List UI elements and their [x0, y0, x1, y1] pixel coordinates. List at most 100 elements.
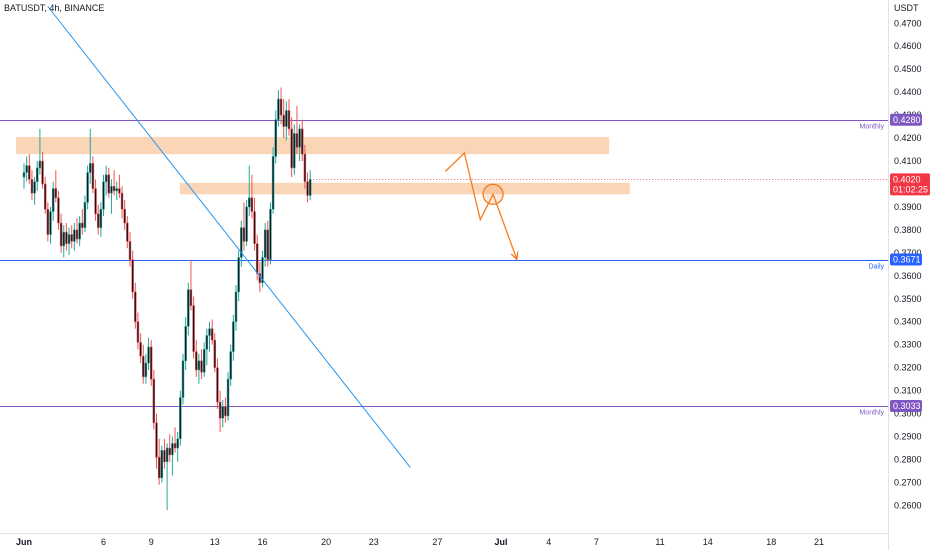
candle: [144, 353, 148, 384]
price-tick-label: 0.2900: [894, 432, 922, 442]
candle: [59, 213, 63, 253]
candle-body: [224, 406, 227, 417]
price-axis[interactable]: 0.47000.46000.45000.44000.43000.42000.41…: [894, 18, 922, 510]
candle-body: [171, 443, 174, 456]
candle: [287, 99, 291, 136]
candle-body: [142, 355, 145, 378]
level-price-tag-2: [890, 253, 922, 266]
candle-body: [205, 335, 209, 350]
candle-body: [184, 326, 187, 362]
candle: [295, 105, 299, 155]
resistance-zone-2[interactable]: [179, 182, 630, 195]
candle: [210, 319, 214, 345]
candle: [216, 358, 219, 409]
candle-body: [89, 163, 92, 173]
candle-body: [306, 181, 309, 196]
candle-body: [118, 188, 121, 194]
candle-body: [25, 165, 28, 173]
time-tick-label: 9: [149, 537, 154, 547]
candle: [163, 438, 166, 469]
candle: [78, 216, 81, 246]
level-label-1: Monthly: [859, 124, 884, 131]
candle-body: [266, 229, 270, 261]
candlesticks: [22, 87, 312, 511]
candle: [110, 179, 113, 214]
candle-body: [229, 351, 232, 380]
level-price-tag-1: [890, 113, 922, 126]
candle: [306, 172, 309, 203]
candle-body: [28, 165, 31, 180]
candle: [30, 170, 34, 201]
candle: [75, 218, 79, 244]
descending-trendline[interactable]: [47, 6, 411, 468]
candle-body: [112, 185, 116, 192]
candle-body: [226, 378, 230, 417]
candle-body: [285, 110, 288, 127]
candle-body: [155, 422, 158, 458]
candle-body: [75, 229, 79, 240]
candle-body: [147, 346, 150, 364]
time-tick-label: 21: [814, 537, 824, 547]
candle: [258, 262, 262, 292]
candle: [38, 128, 42, 175]
candle-body: [263, 229, 267, 258]
candle: [195, 340, 198, 377]
candle: [221, 399, 224, 428]
candle: [91, 156, 95, 194]
candle-body: [59, 222, 63, 247]
candle-body: [282, 114, 285, 127]
candle: [128, 232, 132, 267]
symbol-title[interactable]: BATUSDT, 4h, BINANCE: [4, 3, 105, 13]
candle: [28, 154, 31, 184]
candle-body: [181, 360, 185, 398]
price-tick-label: 0.4500: [894, 64, 922, 74]
candle: [96, 204, 100, 235]
time-axis[interactable]: Jun 6 9 13 16 20 23 27 Jul 4 7 11 14 18 21: [16, 537, 824, 547]
candle: [131, 250, 134, 299]
level-price-tag-3: [890, 400, 922, 413]
price-tick-label: 0.3700: [894, 248, 922, 258]
candle: [89, 128, 92, 184]
candle: [173, 427, 177, 453]
candle: [269, 202, 272, 265]
price-tick-label: 0.3800: [894, 225, 922, 235]
candle: [232, 314, 235, 361]
candle: [271, 147, 275, 214]
candle-body: [107, 174, 111, 194]
resistance-zones: [16, 136, 630, 195]
forecast-path[interactable]: [444, 151, 518, 260]
price-tick-label: 0.3200: [894, 363, 922, 373]
time-tick-label: 13: [210, 537, 220, 547]
current-price-tag: [890, 173, 930, 196]
forecast-target-circle[interactable]: [482, 183, 504, 205]
candle: [112, 170, 116, 196]
candle: [165, 443, 169, 511]
resistance-zone-1[interactable]: [16, 136, 610, 155]
bar-countdown-text: 01:02:25: [893, 185, 928, 195]
candle: [237, 250, 240, 302]
candle: [168, 434, 171, 462]
candle: [107, 167, 111, 198]
candle-body: [57, 197, 60, 224]
candle-body: [301, 128, 304, 155]
candle-body: [65, 231, 68, 244]
candle: [160, 445, 164, 483]
time-tick-label: 11: [655, 537, 664, 547]
level-price-tag-text: 0.3671: [893, 255, 921, 265]
candle: [70, 225, 73, 249]
time-tick-label: 7: [594, 537, 599, 547]
time-tick-label: Jun: [16, 537, 32, 547]
candle: [200, 349, 203, 380]
candle: [126, 216, 129, 249]
candle-body: [33, 181, 36, 194]
candle-body: [70, 234, 73, 242]
candle: [187, 282, 190, 336]
candle: [224, 397, 227, 423]
candle: [104, 165, 108, 196]
candle-body: [94, 188, 97, 215]
candle-body: [160, 450, 164, 479]
candle: [36, 161, 39, 191]
candle: [22, 163, 26, 189]
